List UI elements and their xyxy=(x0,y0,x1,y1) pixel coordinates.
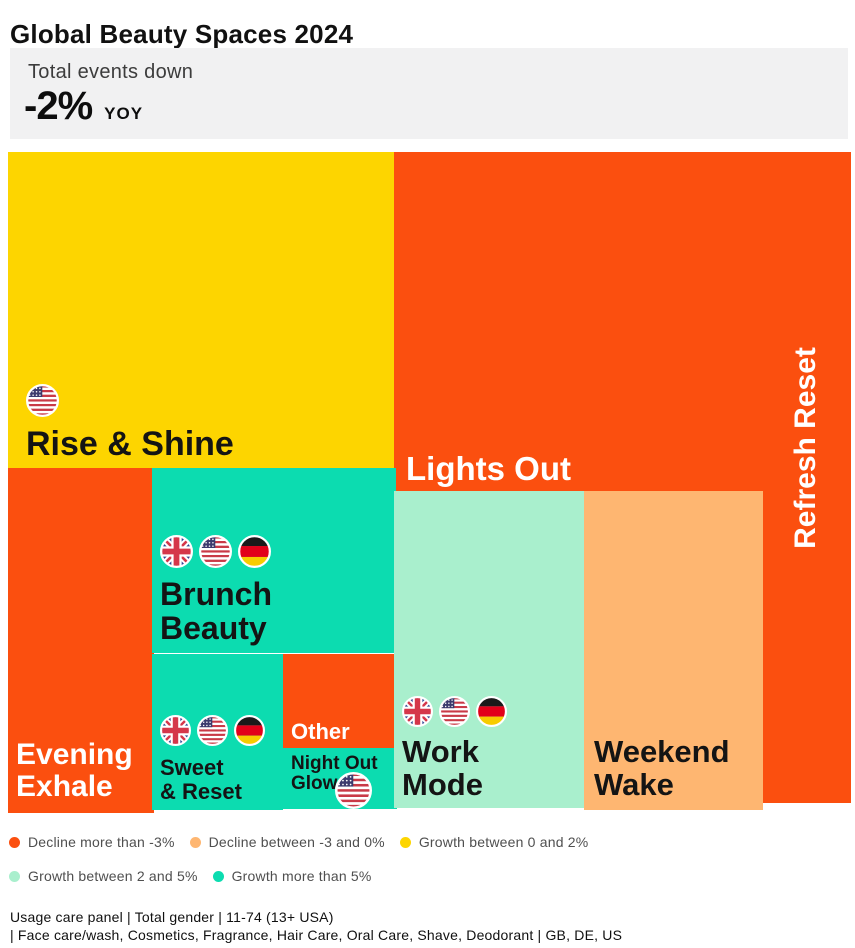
treemap-tile-sweet-reset: Sweet & Reset xyxy=(152,654,283,810)
tile-label: Weekend xyxy=(594,734,730,770)
treemap-tile-brunch-beauty: Brunch Beauty xyxy=(152,468,396,653)
flag-gb-icon xyxy=(160,535,193,569)
legend-dot-peach xyxy=(189,836,201,848)
tile-label: Wake xyxy=(594,767,674,803)
tile-label: Sweet xyxy=(160,755,224,781)
banner-value-row: -2% YOY xyxy=(24,84,143,129)
legend-item: Decline between -3 and 0% xyxy=(189,834,385,850)
tile-flags xyxy=(402,696,507,728)
footnote-line-2: | Face care/wash, Cosmetics, Fragrance, … xyxy=(10,927,623,943)
legend-item: Growth between 0 and 2% xyxy=(399,834,589,850)
legend-dot-orange xyxy=(9,836,20,848)
treemap-tile-other: Other xyxy=(283,654,397,755)
legend-label: Decline more than -3% xyxy=(28,834,175,850)
legend-row-1: Decline more than -3% Decline between -3… xyxy=(9,834,588,850)
flag-us-icon xyxy=(197,715,228,747)
legend-dot-yellow xyxy=(399,836,411,848)
tile-flags xyxy=(335,772,372,809)
tile-label: Beauty xyxy=(160,610,267,647)
tile-label: Night Out xyxy=(291,753,378,774)
legend-dot-mint xyxy=(9,870,20,882)
tile-label: Exhale xyxy=(16,770,113,804)
tile-label: Evening xyxy=(16,738,133,772)
treemap-tile-refresh-reset: Refresh Reset xyxy=(760,152,851,803)
tile-label: Work xyxy=(402,734,479,770)
tile-flags xyxy=(160,535,271,569)
treemap-tile-night-out-glow: Night Out Glow xyxy=(283,748,397,809)
banner-caption: Total events down xyxy=(28,61,194,83)
flag-de-icon xyxy=(476,696,507,728)
legend-label: Decline between -3 and 0% xyxy=(208,834,385,850)
flag-us-icon xyxy=(199,535,232,569)
flag-us-icon xyxy=(26,383,59,417)
tile-label: & Reset xyxy=(160,778,242,804)
footnotes: Usage care panel | Total gender | 11-74 … xyxy=(10,908,622,944)
flag-de-icon xyxy=(234,715,265,747)
legend-dot-teal xyxy=(212,870,224,882)
tile-label: Rise & Shine xyxy=(26,424,234,463)
flag-gb-icon xyxy=(402,696,433,728)
legend-label: Growth between 2 and 5% xyxy=(28,868,198,884)
tile-label: Mode xyxy=(402,767,483,803)
treemap-tile-weekend-wake: Weekend Wake xyxy=(584,491,763,810)
legend-item: Growth between 2 and 5% xyxy=(9,868,198,884)
tile-label: Other xyxy=(291,718,350,744)
legend-item: Growth more than 5% xyxy=(212,868,372,884)
flag-gb-icon xyxy=(160,715,191,747)
legend-item: Decline more than -3% xyxy=(9,834,175,850)
tile-label-vertical: Refresh Reset xyxy=(788,346,822,549)
flag-de-icon xyxy=(238,535,271,569)
banner-value: -2% xyxy=(24,84,93,128)
legend-label: Growth between 0 and 2% xyxy=(418,834,589,850)
tile-label: Lights Out xyxy=(406,450,571,488)
footnote-line-1: Usage care panel | Total gender | 11-74 … xyxy=(10,909,334,925)
banner-unit: YOY xyxy=(104,104,144,123)
tile-label: Brunch xyxy=(160,576,272,613)
treemap-tile-lights-out: Lights Out xyxy=(394,152,764,500)
legend-row-2: Growth between 2 and 5% Growth more than… xyxy=(9,868,372,884)
treemap-tile-rise-shine: Rise & Shine xyxy=(8,152,406,470)
tile-label: Glow xyxy=(291,773,338,795)
treemap-tile-work-mode: Work Mode xyxy=(394,491,586,808)
page-title: Global Beauty Spaces 2024 xyxy=(10,19,354,50)
tile-flags xyxy=(160,715,265,747)
legend-label: Growth more than 5% xyxy=(231,868,372,884)
tile-flags xyxy=(26,383,59,417)
treemap-tile-evening-exhale: Evening Exhale xyxy=(8,468,154,813)
flag-us-icon xyxy=(439,696,470,728)
flag-us-icon xyxy=(335,772,372,809)
summary-banner: Total events down -2% YOY xyxy=(10,48,848,139)
